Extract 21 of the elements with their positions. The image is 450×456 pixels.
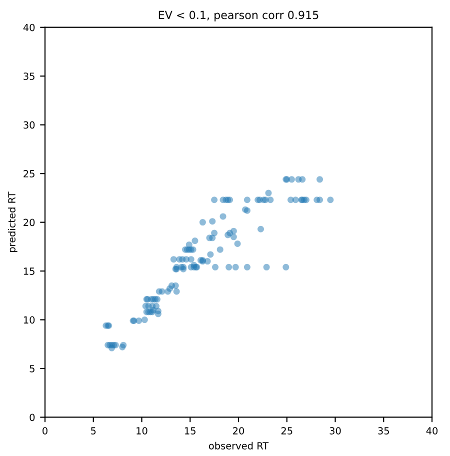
y-tick-label: 15	[24, 268, 34, 275]
y-tick-label: 35	[24, 72, 34, 80]
y-tick-label: 40	[23, 24, 35, 32]
x-tick-label: 20	[233, 427, 244, 434]
x-tick-label: 25	[281, 427, 292, 434]
x-tick-label: 40	[426, 427, 438, 434]
x-axis-title: observed RT	[208, 442, 269, 450]
x-tick-label: 15	[185, 427, 196, 434]
y-tick-label: 20	[24, 218, 35, 226]
chart-title: EV < 0.1, pearson corr 0.915	[158, 10, 318, 22]
x-tick-label: 10	[136, 427, 148, 434]
x-tick-label: 0	[42, 427, 48, 434]
x-tick-label: 30	[330, 427, 341, 434]
y-tick-label: 30	[24, 121, 35, 129]
x-tick-label: 5	[91, 427, 96, 434]
y-axis-title: predicted RT	[8, 192, 18, 252]
x-tick-label: 35	[378, 427, 389, 434]
y-tick-label: 25	[24, 170, 34, 178]
y-tick-label: 0	[30, 414, 35, 422]
y-tick-label: 10	[24, 316, 35, 324]
y-tick-label: 5	[30, 365, 34, 372]
